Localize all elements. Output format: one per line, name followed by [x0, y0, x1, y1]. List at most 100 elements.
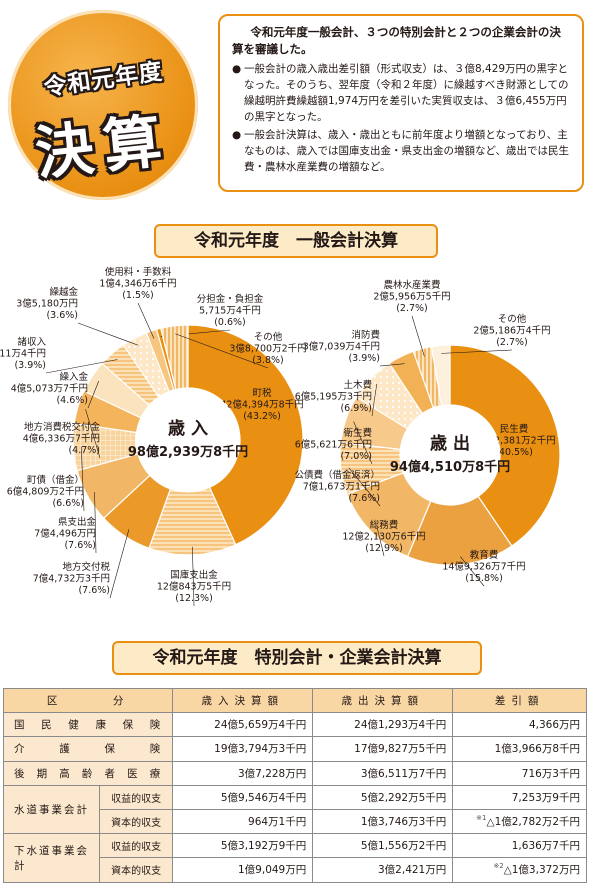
leader-line [379, 363, 405, 367]
row-difference-cell: ※1△1億2,782万2千円 [452, 808, 587, 835]
slice-label: 町税 42億4,394万8千円(43.2%) [220, 387, 303, 422]
row-difference: 1,636万7千円 [452, 833, 587, 859]
slice-label: 国庫支出金 12億843万5千円(12.3%) [157, 569, 231, 604]
row-category: 介護保険 [2, 736, 174, 762]
table-header-row: 区 分 歳入決算額 歳出決算額 差引額 [2, 687, 587, 714]
slice-label: 諸収入3億8,311万4千円(3.9%) [0, 336, 46, 371]
row-revenue: 5億3,192万9千円 [172, 833, 314, 859]
col-header-category: 区 分 [2, 687, 174, 714]
leader-line [109, 529, 130, 599]
leader-line [411, 315, 425, 357]
slice-label: 衛生費 6億5,621万6千円(7.0%) [295, 427, 372, 462]
row-expense: 1億3,746万3千円 [312, 808, 454, 835]
leader-line [348, 467, 381, 507]
general-account-title: 令和元年度 一般会計決算 [154, 224, 438, 258]
leader-line [376, 525, 385, 557]
budget-donut-charts: 町税 42億4,394万8千円(43.2%) 国庫支出金 12億843万5千円(12.… [0, 266, 561, 607]
row-revenue: 19億3,794万3千円 [172, 736, 314, 762]
row-subcategory: 資本的収支 [98, 857, 174, 883]
col-header-difference: 差引額 [452, 687, 587, 714]
row-difference-cell: ※2△1億3,372万円 [452, 857, 587, 883]
row-expense: 5億1,556万2千円 [312, 833, 454, 859]
table-row: 国民健康保険 24億5,659万4千円 24億1,293万4千円 4,366万円 [2, 712, 587, 738]
row-difference: △1億3,372万円 [503, 864, 580, 877]
slice-label: 使用料・手数料 1億4,346万6千円(1.5%) [99, 266, 176, 301]
leader-line [371, 383, 378, 417]
summary-box: 令和元年度一般会計、３つの特別会計と２つの企業会計の決算を審議した。 ● 一般会… [218, 14, 584, 192]
kessan-badge: 令和元年度 決算 [8, 10, 198, 200]
slice-label: 教育費 14億9,326万7千円(15.8%) [442, 549, 525, 584]
special-account-title: 令和元年度 特別会計・企業会計決算 [112, 641, 482, 675]
leader-line [175, 333, 269, 369]
summary-bullet-2: ● 一般会計決算は、歳入・歳出ともに前年度より増額となっており、主なものは、歳入… [232, 127, 572, 175]
row-difference: 7,253万9千円 [452, 784, 587, 810]
slice-label: 消防費 3億7,039万4千円(3.9%) [303, 329, 380, 364]
row-expense: 24億1,293万4千円 [312, 712, 454, 738]
slice-label: その他 2億5,186万4千円(2.7%) [473, 313, 550, 348]
row-difference: 716万3千円 [452, 760, 587, 786]
leader-line [137, 302, 155, 339]
slice-label: 分担金・負担金 5,715万4千円(0.6%) [197, 293, 264, 328]
leader-line [77, 322, 139, 346]
col-header-revenue: 歳入決算額 [172, 687, 314, 714]
slice-label: 地方消費税交付金 4億6,336万7千円(4.7%) [23, 421, 101, 456]
row-difference: △1億2,782万2千円 [486, 816, 581, 829]
footnote-mark: ※1 [476, 814, 487, 823]
row-category: 水道事業会計 [3, 784, 100, 835]
row-category: 国民健康保険 [2, 712, 174, 738]
center-label: 歳 出 [430, 433, 470, 454]
slice-label: 町債（借金） 6億4,809万2千円(6.6%) [7, 474, 84, 509]
leader-line [94, 492, 97, 554]
row-category: 後期高齢者医療 [2, 760, 174, 786]
leader-line [87, 380, 100, 409]
row-expense: 3億6,511万7千円 [312, 760, 454, 786]
row-revenue: 1億9,049万円 [172, 857, 314, 883]
row-expense: 17億9,827万5千円 [312, 736, 454, 762]
center-total: 98億2,939万8千円 [128, 444, 248, 460]
table-row: 介護保険 19億3,794万3千円 17億9,827万5千円 1億3,966万8… [2, 736, 587, 762]
leader-line [353, 421, 373, 465]
slice-label: 農林水産業費 2億5,956万5千円(2.7%) [373, 279, 450, 314]
center-label: 歳 入 [168, 418, 208, 439]
row-expense: 3億2,421万円 [312, 857, 454, 883]
center-total: 94億4,510万8千円 [390, 459, 510, 475]
row-difference: 4,366万円 [452, 712, 587, 738]
donut-hole [136, 388, 240, 492]
row-expense: 5億2,292万5千円 [312, 784, 454, 810]
leader-line [441, 349, 513, 354]
slice-label: 地方交付税 7億4,732万3千円(7.6%) [33, 561, 111, 596]
summary-bullet-1: ● 一般会計の歳入歳出差引額（形式収支）は、３億8,429万円の黒字となった。そ… [232, 61, 572, 125]
summary-bullet-text: 一般会計決算は、歳入・歳出ともに前年度より増額となっており、主なものは、歳入では… [244, 129, 569, 173]
summary-bullet-text: 一般会計の歳入歳出差引額（形式収支）は、３億8,429万円の黒字となった。そのう… [244, 63, 569, 123]
table-row: 後期高齢者医療 3億7,228万円 3億6,511万7千円 716万3千円 [2, 760, 587, 786]
slice-label: 公債費（借金返済） 7億1,673万1千円(7.6%) [294, 469, 380, 504]
slice-label: 県支出金 7億4,496万円(7.6%) [34, 516, 96, 551]
leader-line [80, 446, 85, 512]
leader-line [460, 556, 485, 587]
table-row: 資本的収支 1億9,049万円 3億2,421万円 ※2△1億3,372万円 [4, 857, 587, 883]
row-revenue: 3億7,228万円 [172, 760, 314, 786]
bullet-mark: ● [232, 129, 242, 141]
footnote-mark: ※2 [493, 862, 504, 871]
row-revenue: 5億9,546万4千円 [172, 784, 314, 810]
table-row: 下水道事業会計 収益的収支 5億3,192万9千円 5億1,556万2千円 1,… [3, 833, 587, 883]
row-revenue: 24億5,659万4千円 [172, 712, 314, 738]
col-header-expense: 歳出決算額 [312, 687, 454, 714]
row-subcategory: 収益的収支 [98, 833, 174, 859]
leader-line [85, 409, 101, 459]
badge-title: 決算 [32, 106, 175, 188]
row-category: 下水道事業会計 [3, 833, 100, 883]
leader-line [45, 359, 118, 374]
row-revenue: 964万1千円 [172, 808, 314, 835]
row-subcategory: 収益的収支 [98, 784, 174, 810]
table-row: 水道事業会計 収益的収支 5億9,546万4千円 5億2,292万5千円 7,2… [3, 784, 587, 835]
donut-hole [400, 405, 500, 505]
special-accounts-table: 区 分 歳入決算額 歳出決算額 差引額 国民健康保険 24億5,659万4千円 … [2, 687, 587, 883]
row-difference: 1億3,966万8千円 [452, 736, 587, 762]
leader-line [192, 546, 195, 607]
bullet-mark: ● [232, 63, 242, 75]
slice-label: その他 3億8,700万2千円(3.8%) [229, 331, 306, 366]
summary-lead: 令和元年度一般会計、３つの特別会計と２つの企業会計の決算を審議した。 [232, 25, 561, 56]
slice-label: 総務費 12億2,130万6千円(12.9%) [342, 519, 425, 554]
slice-label: 繰入金 4億5,073万7千円(4.6%) [11, 371, 89, 406]
